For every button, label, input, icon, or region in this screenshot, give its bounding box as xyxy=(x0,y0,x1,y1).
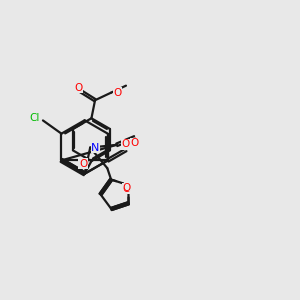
Text: O: O xyxy=(122,139,130,149)
Text: Cl: Cl xyxy=(29,113,40,123)
Text: O: O xyxy=(123,184,131,194)
Text: O: O xyxy=(114,88,122,98)
Text: O: O xyxy=(123,183,131,193)
Text: O: O xyxy=(130,138,139,148)
Text: N: N xyxy=(91,142,100,153)
Text: O: O xyxy=(79,159,87,169)
Text: O: O xyxy=(74,83,83,93)
